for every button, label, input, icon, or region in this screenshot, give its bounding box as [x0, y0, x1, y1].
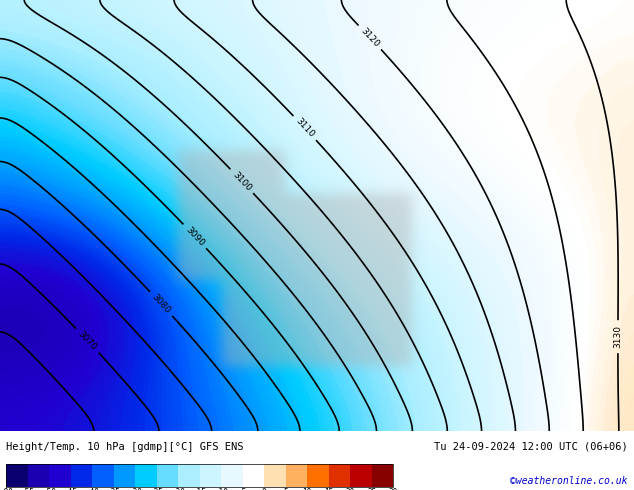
- Bar: [286, 464, 307, 487]
- Text: -5: -5: [238, 488, 247, 490]
- Text: -40: -40: [86, 488, 99, 490]
- Text: Tu 24-09-2024 12:00 UTC (06+06): Tu 24-09-2024 12:00 UTC (06+06): [434, 442, 628, 452]
- Bar: [6, 464, 393, 487]
- Bar: [372, 464, 393, 487]
- Text: -45: -45: [64, 488, 78, 490]
- Text: Height/Temp. 10 hPa [gdmp][°C] GFS ENS: Height/Temp. 10 hPa [gdmp][°C] GFS ENS: [6, 442, 244, 452]
- Text: -35: -35: [107, 488, 120, 490]
- Text: 3090: 3090: [184, 225, 206, 248]
- Text: -55: -55: [21, 488, 35, 490]
- Bar: [243, 464, 264, 487]
- Text: 3100: 3100: [231, 170, 253, 193]
- Text: -80: -80: [0, 488, 13, 490]
- Bar: [113, 464, 135, 487]
- Bar: [307, 464, 328, 487]
- Bar: [264, 464, 286, 487]
- Text: -30: -30: [128, 488, 142, 490]
- Text: 3080: 3080: [150, 292, 172, 315]
- Bar: [93, 464, 113, 487]
- Text: -15: -15: [193, 488, 207, 490]
- Text: 3110: 3110: [294, 117, 316, 140]
- Text: 30: 30: [389, 488, 398, 490]
- Bar: [157, 464, 178, 487]
- Text: 5: 5: [283, 488, 288, 490]
- Bar: [200, 464, 221, 487]
- Text: -20: -20: [171, 488, 185, 490]
- Bar: [135, 464, 157, 487]
- Text: 3130: 3130: [614, 325, 623, 348]
- Text: -25: -25: [150, 488, 164, 490]
- Text: 0: 0: [262, 488, 266, 490]
- Bar: [28, 464, 49, 487]
- Bar: [178, 464, 200, 487]
- Bar: [49, 464, 71, 487]
- Text: 25: 25: [367, 488, 376, 490]
- Text: 15: 15: [324, 488, 333, 490]
- Bar: [350, 464, 372, 487]
- Bar: [221, 464, 243, 487]
- Text: -10: -10: [214, 488, 228, 490]
- Bar: [71, 464, 93, 487]
- Text: -50: -50: [42, 488, 56, 490]
- Text: ©weatheronline.co.uk: ©weatheronline.co.uk: [510, 476, 628, 486]
- Text: 20: 20: [346, 488, 355, 490]
- Text: 3120: 3120: [359, 26, 381, 49]
- Text: 3070: 3070: [76, 329, 98, 352]
- Bar: [328, 464, 350, 487]
- Bar: [6, 464, 28, 487]
- Text: 10: 10: [302, 488, 312, 490]
